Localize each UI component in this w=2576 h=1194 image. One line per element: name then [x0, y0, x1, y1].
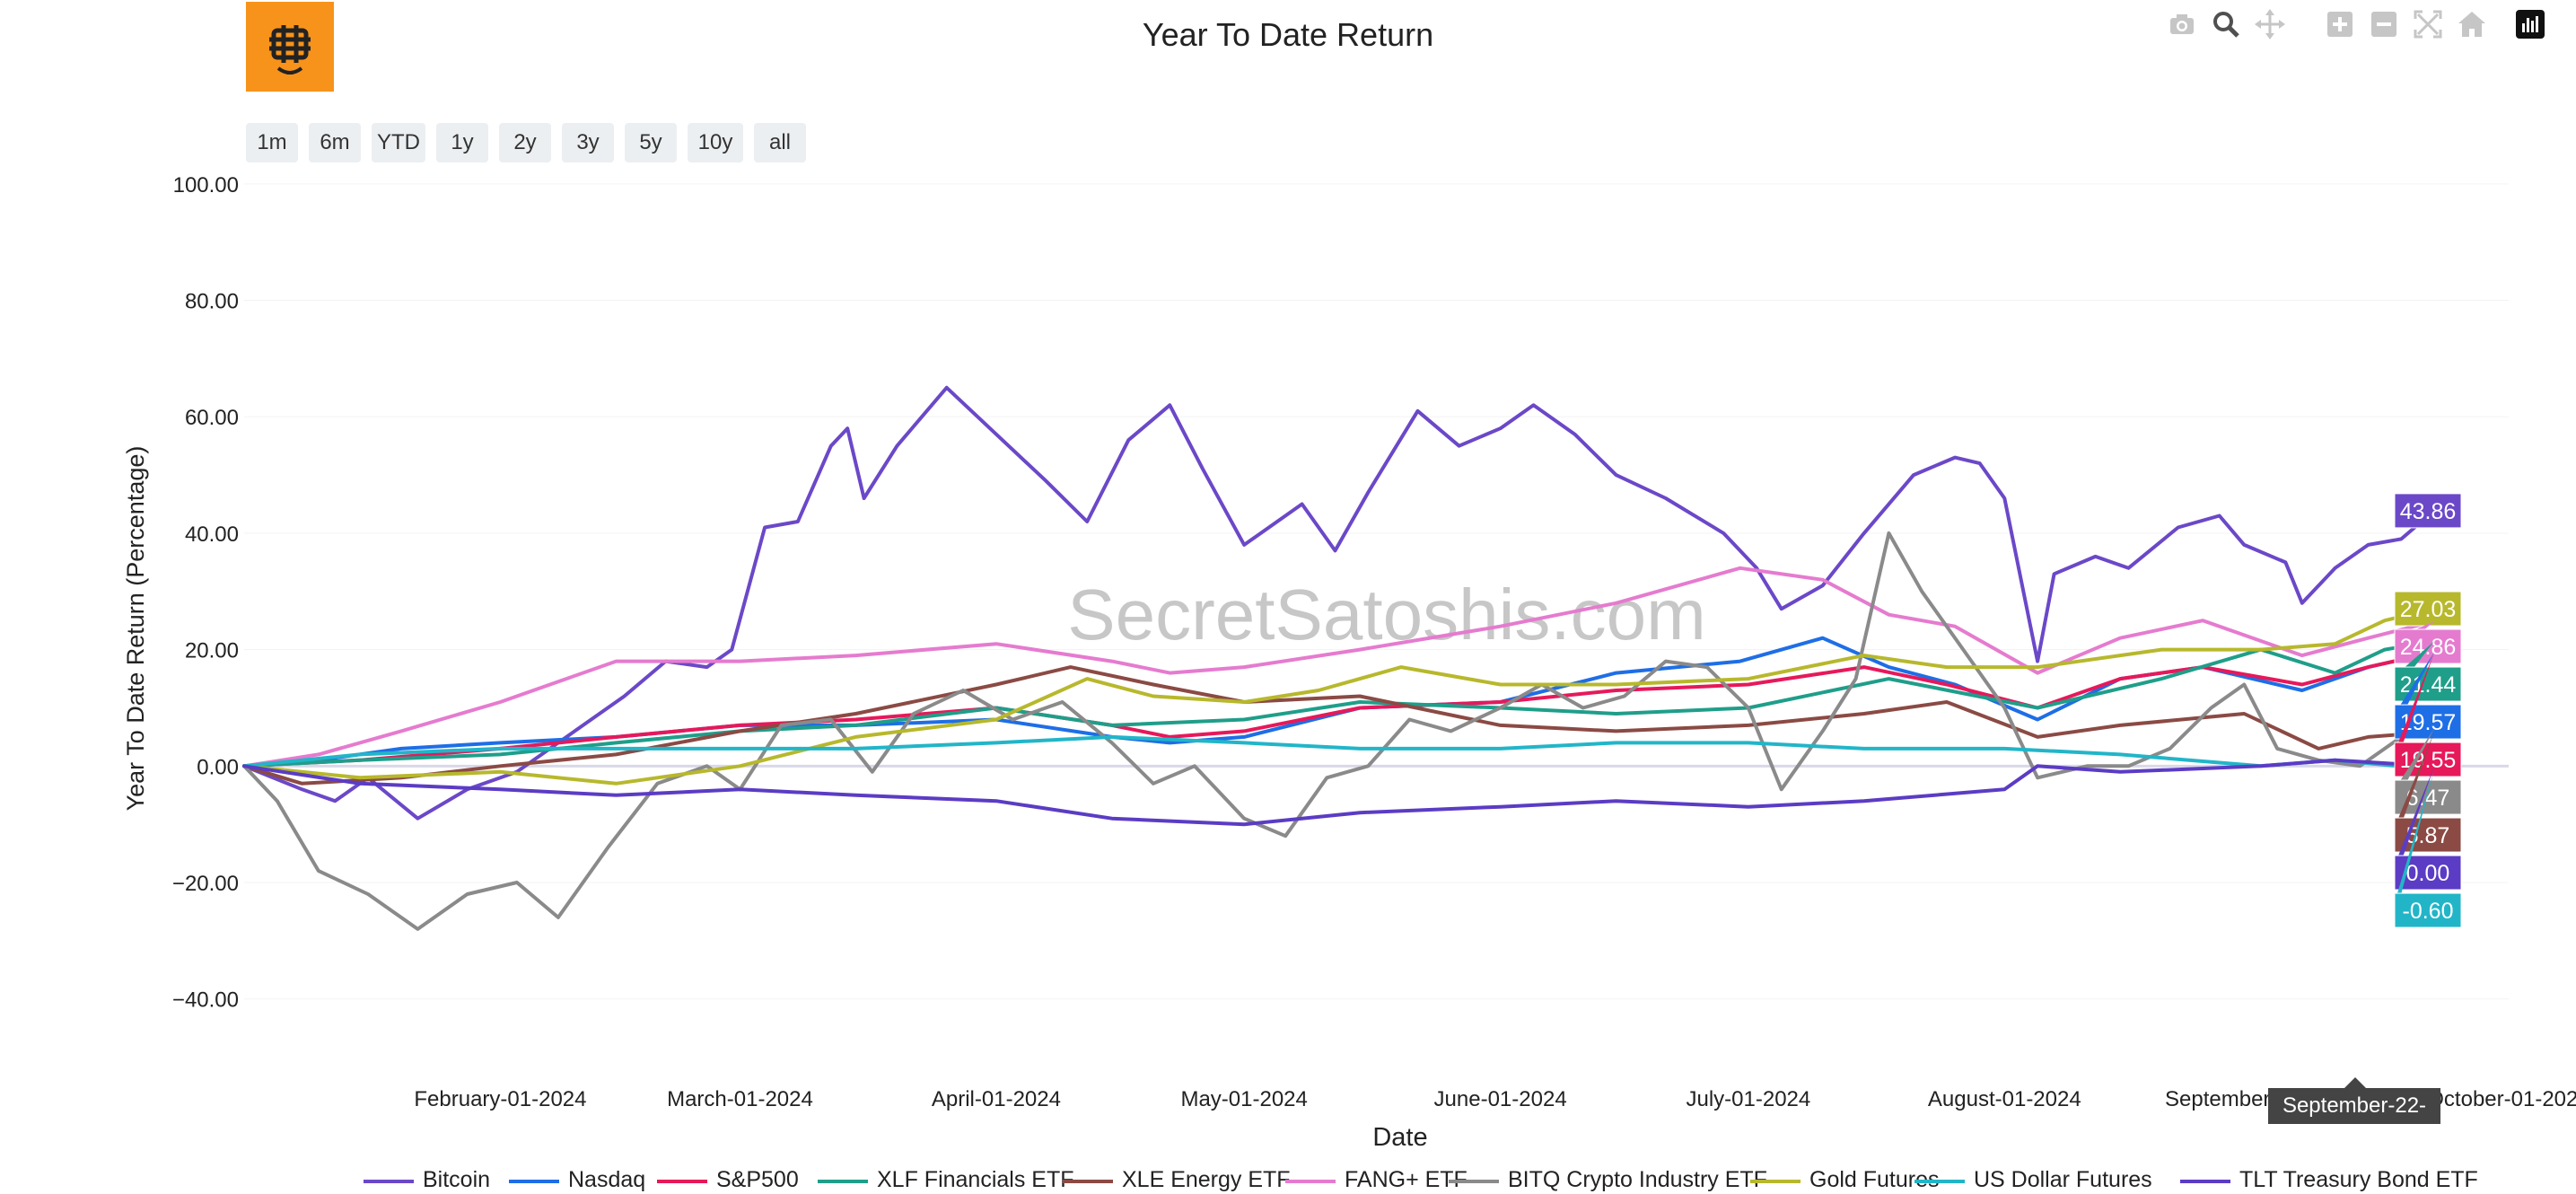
plotly-logo-icon[interactable] — [2513, 7, 2547, 41]
series-lines — [242, 385, 2437, 931]
watermark: SecretSatoshis.com — [1067, 575, 1705, 654]
zoom-out-icon[interactable] — [2367, 7, 2401, 41]
y-tick-label: −20.00 — [172, 872, 239, 896]
zoom-icon[interactable] — [2209, 7, 2243, 41]
legend-swatch — [1750, 1180, 1801, 1183]
x-tick-label: March-01-2024 — [667, 1087, 813, 1111]
reset-axes-icon[interactable] — [2455, 7, 2489, 41]
camera-icon[interactable] — [2165, 7, 2199, 41]
pan-icon[interactable] — [2253, 7, 2287, 41]
y-tick-label: 60.00 — [185, 406, 239, 430]
legend-swatch — [657, 1180, 707, 1183]
end-label-box — [2394, 892, 2462, 928]
autoscale-icon[interactable] — [2411, 7, 2445, 41]
end-label-pointer — [2395, 641, 2435, 693]
hover-date-label: September-22-2024 — [2268, 1088, 2440, 1154]
logo-mark-icon — [269, 25, 311, 75]
y-tick-label: −40.00 — [172, 988, 239, 1013]
end-label-box — [2394, 666, 2462, 702]
legend-label: S&P500 — [716, 1167, 799, 1192]
x-tick-label: October-01-2024 — [2427, 1087, 2576, 1111]
x-tick-label: August-01-2024 — [1928, 1087, 2081, 1111]
range-button-all[interactable]: all — [754, 123, 806, 162]
range-button-5y[interactable]: 5y — [625, 123, 677, 162]
series-line-xle-energy-etf[interactable] — [242, 665, 2437, 786]
end-label-pointer — [2395, 652, 2435, 768]
end-value-label: -0.60 — [2403, 899, 2454, 924]
y-axis-title: Year To Date Return (Percentage) — [122, 446, 149, 812]
legend-swatch — [1063, 1180, 1113, 1183]
legend-label: FANG+ ETF — [1345, 1167, 1468, 1192]
range-button-2y[interactable]: 2y — [499, 123, 551, 162]
series-line-bitcoin[interactable] — [242, 385, 2437, 821]
legend-label: XLE Energy ETF — [1122, 1167, 1291, 1192]
range-button-1m[interactable]: 1m — [246, 123, 298, 162]
series-line-gold-futures[interactable] — [242, 607, 2437, 786]
y-tick-label: 100.00 — [173, 173, 239, 198]
x-tick-label: April-01-2024 — [932, 1087, 1061, 1111]
end-label-box — [2394, 493, 2462, 529]
range-button-10y[interactable]: 10y — [688, 123, 743, 162]
y-axis-ticks: 100.00 80.00 60.00 40.00 20.00 0.00 −20.00 −40.… — [172, 173, 239, 1013]
end-label-pointer — [2395, 728, 2435, 806]
y-tick-label: 20.00 — [185, 639, 239, 663]
range-button-1y[interactable]: 1y — [436, 123, 488, 162]
legend-swatch — [509, 1180, 559, 1183]
end-label-box — [2394, 591, 2462, 627]
hover-label-arrow — [2344, 1077, 2366, 1088]
series-line-us-dollar-futures[interactable] — [242, 734, 2437, 772]
end-label-box — [2394, 628, 2462, 664]
end-value-label: 43.86 — [2400, 499, 2457, 524]
legend-swatch — [1914, 1180, 1965, 1183]
end-value-label: 0.00 — [2406, 861, 2450, 886]
x-tick-label: June-01-2024 — [1434, 1087, 1567, 1111]
end-value-labels: 43.8627.0324.8621.4419.5719.556.475.870.… — [2394, 493, 2462, 928]
series-line-xlf-financials-etf[interactable] — [242, 639, 2437, 768]
legend-label: TLT Treasury Bond ETF — [2239, 1167, 2478, 1192]
zoom-in-icon[interactable] — [2323, 7, 2357, 41]
range-button-ytd[interactable]: YTD — [372, 123, 425, 162]
legend-label: Nasdaq — [568, 1167, 646, 1192]
range-button-6m[interactable]: 6m — [309, 123, 361, 162]
end-value-label: 27.03 — [2400, 597, 2457, 622]
x-axis-ticks: February-01-2024 March-01-2024 April-01-20… — [414, 1087, 2576, 1111]
end-label-pointer — [2395, 732, 2435, 844]
x-tick-label: May-01-2024 — [1180, 1087, 1307, 1111]
series-line-fang-etf[interactable] — [242, 566, 2437, 768]
legend-swatch — [818, 1180, 868, 1183]
chart-title: Year To Date Return — [1142, 16, 1434, 53]
y-tick-label: 40.00 — [185, 522, 239, 547]
legend-label: Bitcoin — [423, 1167, 491, 1192]
x-tick-label: February-01-2024 — [414, 1087, 586, 1111]
legend-label: XLF Financials ETF — [877, 1167, 1074, 1192]
legend-swatch — [2180, 1180, 2230, 1183]
legend-label: US Dollar Futures — [1974, 1167, 2152, 1192]
legend: Bitcoin Nasdaq S&P500 XLF Financials ETF XLE… — [0, 1167, 2576, 1194]
series-line-bitq-crypto-industry-etf[interactable] — [242, 531, 2437, 931]
legend-label: BITQ Crypto Industry ETF — [1508, 1167, 1767, 1192]
x-axis-title: Date — [1372, 1123, 1427, 1152]
x-tick-label: July-01-2024 — [1686, 1087, 1810, 1111]
y-tick-label: 80.00 — [185, 290, 239, 314]
legend-swatch — [364, 1180, 414, 1183]
end-label-pointer — [2395, 766, 2435, 882]
end-label-pointer — [2395, 769, 2435, 919]
legend-swatch — [1449, 1180, 1499, 1183]
end-label-pointer — [2395, 652, 2435, 731]
range-button-3y[interactable]: 3y — [562, 123, 614, 162]
legend-swatch — [1285, 1180, 1336, 1183]
logo — [246, 2, 334, 92]
y-tick-label: 0.00 — [197, 755, 239, 779]
series-line-tlt-treasury-bond-etf[interactable] — [242, 758, 2437, 827]
